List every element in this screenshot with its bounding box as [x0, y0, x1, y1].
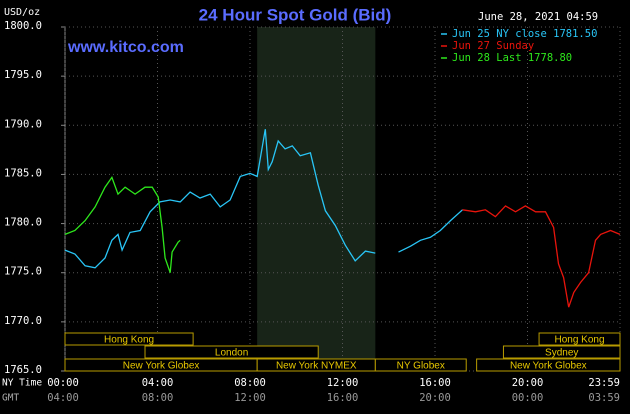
x-tick-label-gmt: 12:00: [234, 392, 266, 404]
x-tick-label: 04:00: [142, 377, 174, 389]
y-tick-label: 1790.0: [4, 118, 42, 130]
x-axis-label: NY Time: [2, 378, 42, 389]
x-tick-label-gmt: 03:59: [588, 392, 620, 404]
x-tick-label: 12:00: [327, 377, 359, 389]
y-tick-label: 1795.0: [4, 69, 42, 81]
price-line: [462, 205, 621, 308]
legend-entry: Jun 27 Sunday: [452, 40, 534, 52]
site-url: www.kitco.com: [67, 39, 184, 56]
session-box: [144, 345, 319, 359]
y-tick-label: 1780.0: [4, 217, 42, 229]
price-line: [64, 176, 181, 273]
session-box: [538, 332, 621, 346]
x-tick-label: 16:00: [419, 377, 451, 389]
legend-entry: Jun 28 Last 1778.80: [452, 52, 572, 64]
session-box: [374, 358, 467, 372]
timestamp: June 28, 2021 04:59: [478, 11, 598, 23]
x-tick-label: 20:00: [512, 377, 544, 389]
y-tick-label: 1775.0: [4, 266, 42, 278]
session-label: New York NYMEX: [276, 361, 357, 372]
line-layer: [64, 129, 621, 308]
x-tick-label: 00:00: [47, 377, 79, 389]
x-tick-label-gmt: 04:00: [47, 392, 79, 404]
chart-title: 24 Hour Spot Gold (Bid): [199, 5, 392, 24]
session-shade: [257, 27, 376, 371]
session-label: New York Globex: [123, 361, 200, 372]
session-label: Hong Kong: [104, 335, 154, 346]
session-layer: Hong Kong Hong Kong London Sydney New York G…: [64, 332, 621, 372]
x-tick-label-gmt: 16:00: [327, 392, 359, 404]
session-label: London: [215, 348, 248, 359]
legend-entry: Jun 25 NY close 1781.50: [452, 28, 597, 40]
y-axis-label: USD/oz: [4, 7, 40, 18]
x-tick-label-gmt: 20:00: [419, 392, 451, 404]
session-label: Sydney: [545, 348, 578, 359]
shade-layer: [257, 27, 376, 371]
y-tick-label: 1770.0: [4, 315, 42, 327]
session-label: NY Globex: [397, 361, 445, 372]
session-box: [64, 332, 194, 346]
y-tick-label: 1785.0: [4, 167, 42, 179]
x-tick-label-gmt: 00:00: [512, 392, 544, 404]
session-box: [476, 358, 621, 372]
session-box: [502, 345, 621, 359]
y-tick-label: 1800.0: [4, 20, 42, 32]
session-label: Hong Kong: [555, 335, 605, 346]
price-line: [64, 129, 463, 269]
x-tick-label-gmt: 08:00: [142, 392, 174, 404]
x-tick-label: 23:59: [588, 377, 620, 389]
y-tick-label: 1765.0: [4, 364, 42, 376]
x-axis-label: GMT: [2, 393, 19, 404]
session-label: New York Globex: [510, 361, 587, 372]
x-tick-label: 08:00: [234, 377, 266, 389]
